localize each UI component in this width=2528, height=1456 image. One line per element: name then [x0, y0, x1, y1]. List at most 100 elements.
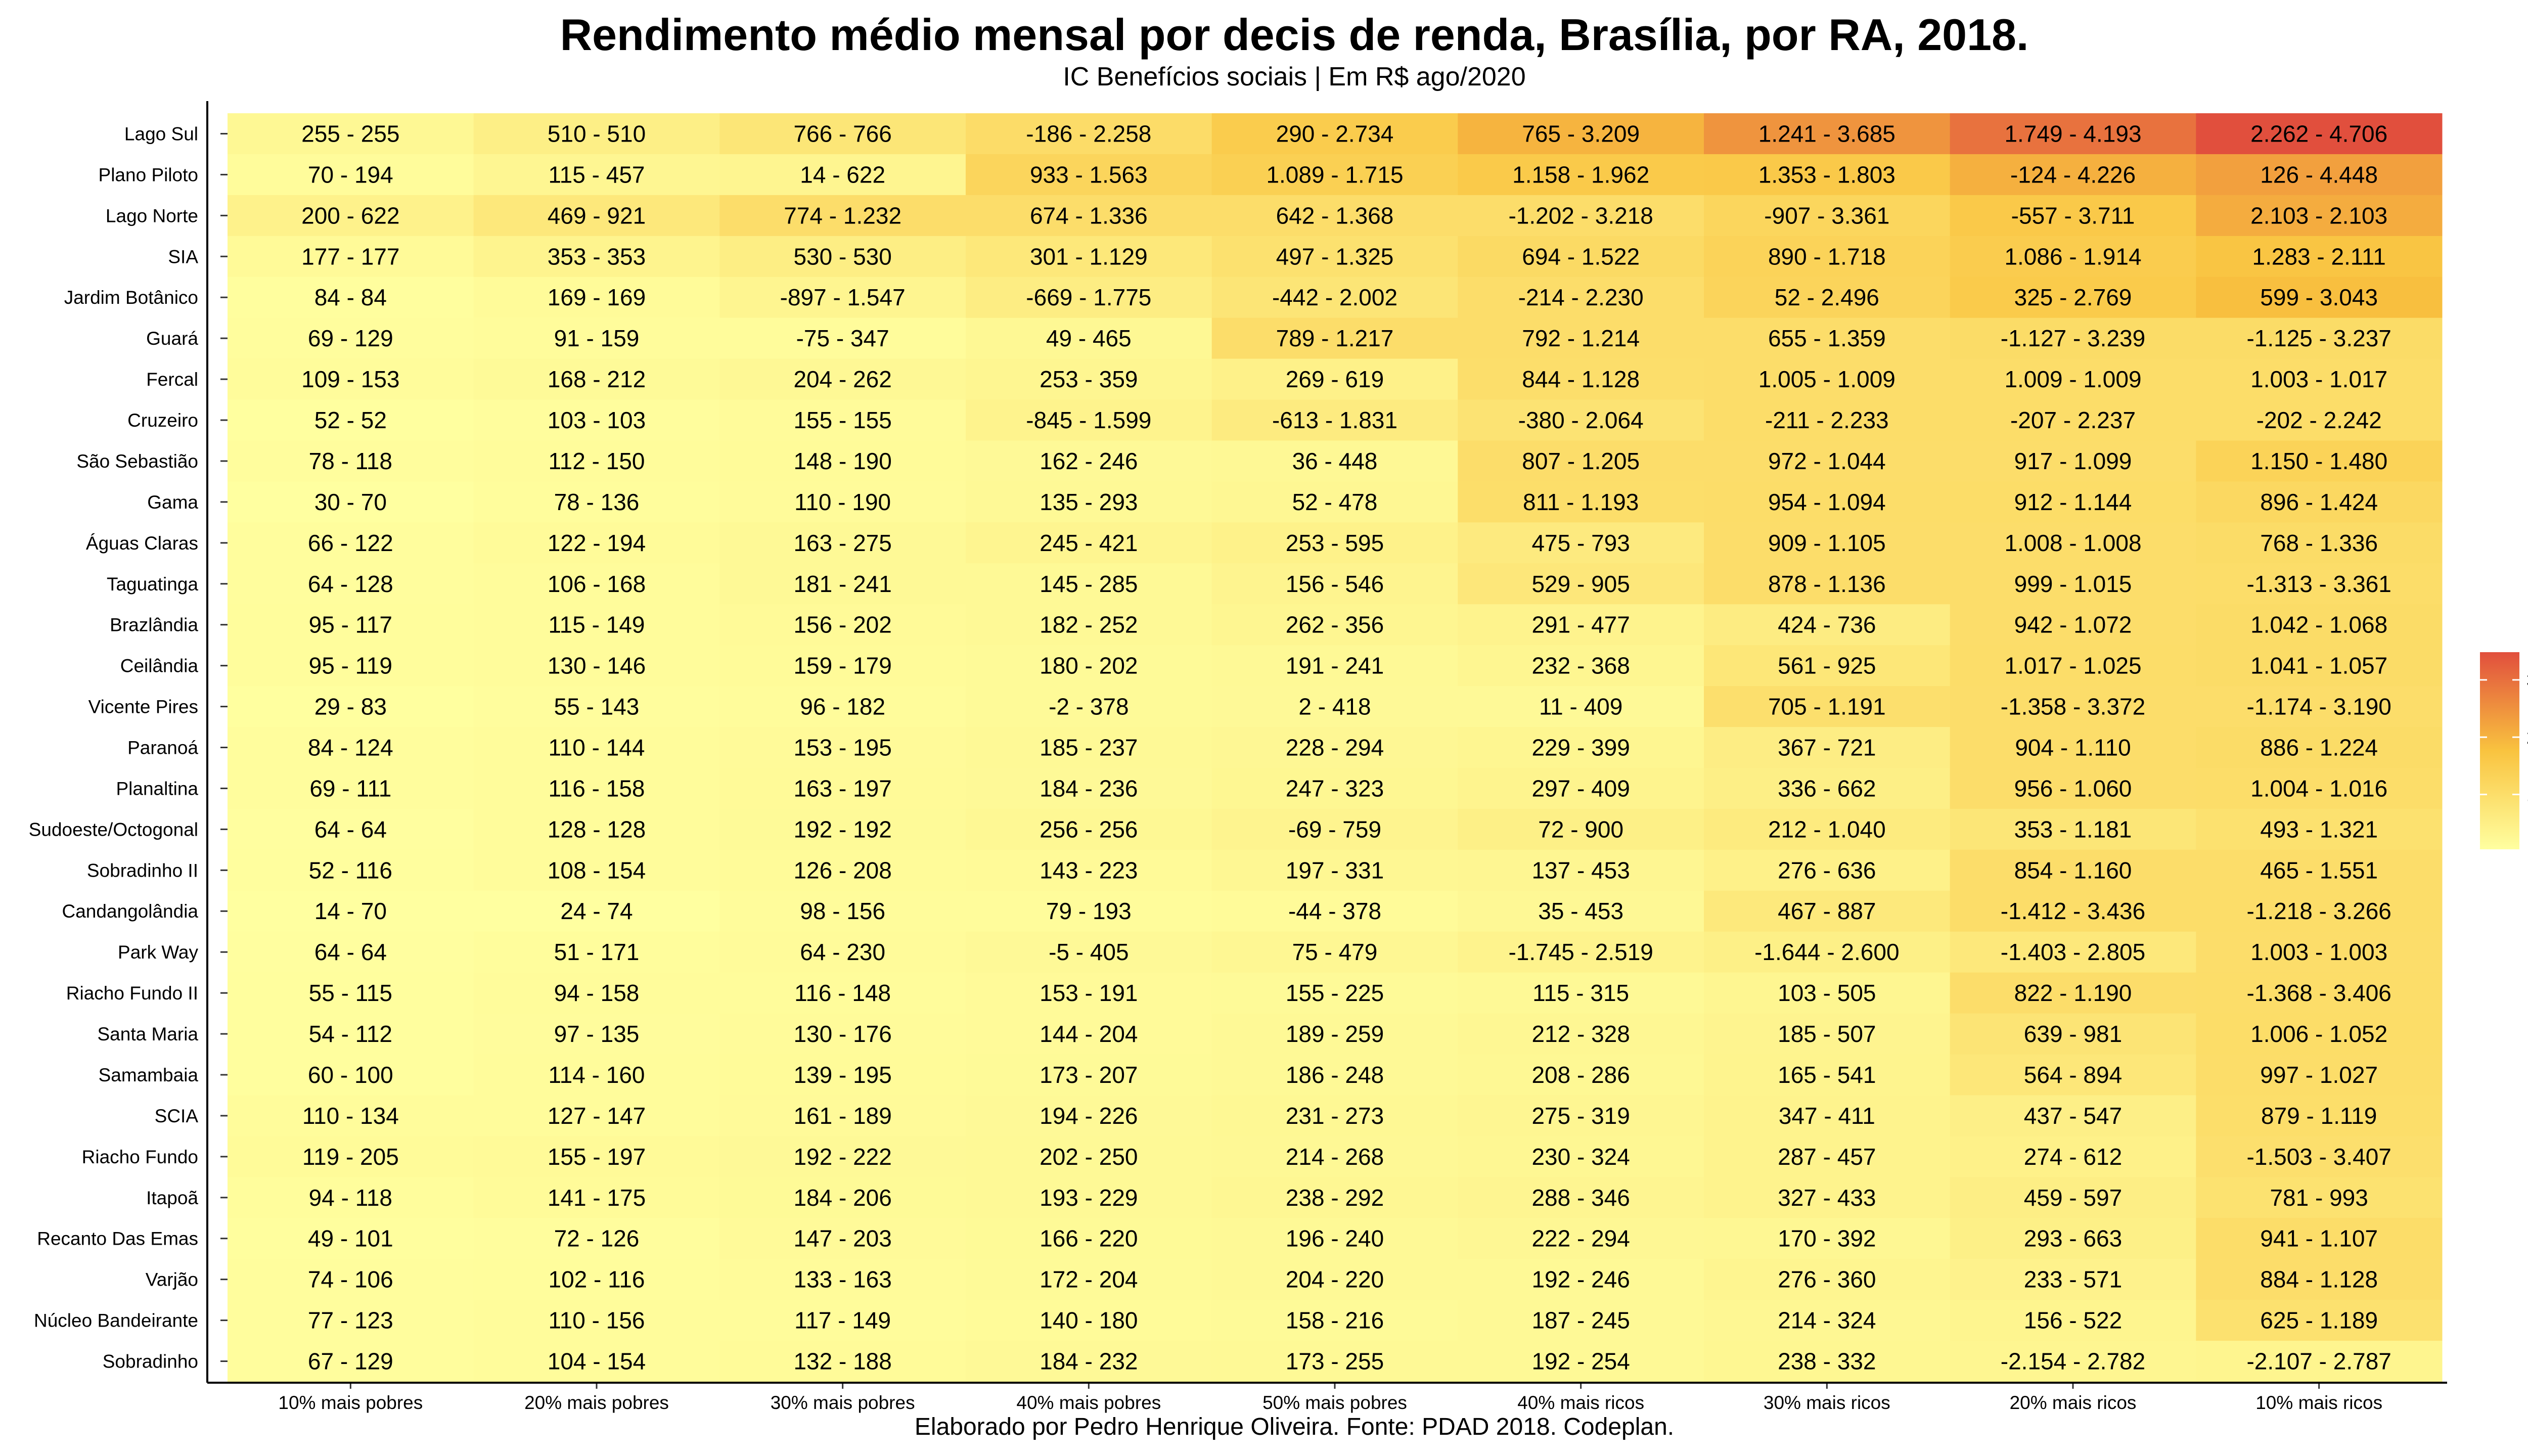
cell-label: 155 - 155	[793, 407, 891, 433]
cell-label: 291 - 477	[1531, 612, 1630, 638]
heatmap-cell	[1704, 686, 1951, 727]
cell-label: 192 - 192	[793, 816, 891, 842]
heatmap-cell	[719, 481, 966, 523]
cell-label: 36 - 448	[1292, 448, 1378, 474]
cell-label: 94 - 118	[309, 1185, 392, 1211]
heatmap-row: 95 - 119 130 - 146 159 - 179 180 - 202 191 -…	[228, 645, 2443, 687]
heatmap-row: 67 - 129 104 - 154 132 - 188 184 - 232 173 -…	[228, 1341, 2443, 1382]
row-label: Candangolândia	[62, 901, 198, 922]
heatmap-cell	[719, 1013, 966, 1055]
heatmap-cell	[1458, 481, 1704, 523]
heatmap-cell	[1211, 236, 1458, 278]
row-label: Park Way	[118, 942, 198, 963]
heatmap-cell	[1704, 645, 1951, 687]
heatmap-cell	[719, 399, 966, 441]
legend-label: 3000	[2526, 670, 2528, 691]
heatmap-cell	[1704, 931, 1951, 973]
cell-label: 173 - 255	[1286, 1348, 1384, 1375]
heatmap-cell	[1950, 358, 2196, 400]
heatmap-row: 78 - 118 112 - 150 148 - 190 162 - 246 36 - …	[228, 440, 2443, 482]
heatmap-cell	[966, 154, 1212, 196]
cell-label: 245 - 421	[1040, 530, 1138, 556]
cell-label: 353 - 353	[548, 243, 646, 269]
heatmap-cell	[228, 195, 474, 237]
heatmap-cell	[228, 481, 474, 523]
cell-label: -186 - 2.258	[1026, 120, 1151, 147]
heatmap-cell	[2196, 440, 2443, 482]
heatmap-cell	[1950, 1054, 2196, 1096]
heatmap-cell	[966, 1095, 1212, 1136]
row-label: Cruzeiro	[127, 410, 198, 431]
cell-label: 232 - 368	[1531, 653, 1630, 679]
cell-label: 297 - 409	[1531, 775, 1630, 801]
heatmap-cell	[719, 1095, 966, 1136]
row-label: Riacho Fundo	[82, 1147, 198, 1167]
heatmap-cell	[1211, 563, 1458, 605]
heatmap-cell	[1211, 1136, 1458, 1177]
cell-label: 231 - 273	[1286, 1103, 1384, 1129]
heatmap-cell	[1704, 1095, 1951, 1136]
heatmap-cell	[1211, 604, 1458, 646]
row-label: Samambaia	[99, 1065, 199, 1085]
cell-label: 475 - 793	[1531, 530, 1630, 556]
heatmap-cell	[1950, 440, 2196, 482]
cell-label: 822 - 1.190	[2014, 980, 2132, 1006]
heatmap-cell	[719, 604, 966, 646]
heatmap-cell	[2196, 645, 2443, 687]
heatmap-cell	[1458, 195, 1704, 237]
cell-label: 327 - 433	[1778, 1185, 1876, 1211]
heatmap-cell	[966, 727, 1212, 768]
heatmap-cell	[1211, 1300, 1458, 1341]
cell-label: 97 - 135	[554, 1021, 640, 1047]
heatmap-cell	[1458, 1177, 1704, 1218]
heatmap-cell	[1458, 1013, 1704, 1055]
heatmap-cell	[2196, 1341, 2443, 1382]
cell-label: 14 - 70	[314, 898, 387, 924]
row-label: Vicente Pires	[88, 697, 198, 717]
cell-label: 115 - 315	[1532, 980, 1629, 1006]
heatmap-row: 200 - 622 469 - 921 774 - 1.232 674 - 1.336…	[228, 195, 2443, 237]
cell-label: 98 - 156	[800, 898, 885, 924]
cell-label: 293 - 663	[2024, 1225, 2122, 1252]
heatmap-cell	[719, 1341, 966, 1382]
cell-label: 147 - 203	[793, 1225, 891, 1252]
heatmap-cell	[473, 645, 720, 687]
cell-label: 807 - 1.205	[1522, 448, 1640, 474]
cell-label: 197 - 331	[1286, 857, 1384, 883]
heatmap-cell	[1211, 154, 1458, 196]
heatmap-cell	[2196, 1259, 2443, 1300]
cell-label: -1.412 - 3.436	[2001, 898, 2145, 924]
legend-label: 1000	[2526, 784, 2528, 805]
cell-label: 106 - 168	[548, 571, 646, 597]
heatmap-cell	[1704, 440, 1951, 482]
heatmap-row: 77 - 123 110 - 156 117 - 149 140 - 180 158 -…	[228, 1300, 2443, 1341]
heatmap-cell	[1704, 1341, 1951, 1382]
heatmap-cell	[719, 1300, 966, 1341]
heatmap-cell	[473, 154, 720, 196]
heatmap-cell	[473, 604, 720, 646]
heatmap-row: 119 - 205 155 - 197 192 - 222 202 - 250 214 …	[228, 1136, 2443, 1177]
column-label: 40% mais ricos	[1517, 1392, 1644, 1413]
row-label: SCIA	[155, 1106, 199, 1126]
heatmap-cell	[1950, 645, 2196, 687]
heatmap-cell	[966, 1218, 1212, 1259]
heatmap-cell	[1458, 972, 1704, 1014]
cell-label: 269 - 619	[1286, 366, 1384, 392]
cell-label: -75 - 347	[796, 325, 889, 351]
heatmap-cell	[1211, 1341, 1458, 1382]
heatmap-cell	[719, 686, 966, 727]
heatmap-cell	[1704, 1300, 1951, 1341]
cell-label: 1.017 - 1.025	[2004, 653, 2141, 679]
heatmap-cell	[473, 1054, 720, 1096]
heatmap-cell	[1211, 195, 1458, 237]
heatmap-cell	[1211, 1177, 1458, 1218]
cell-label: -1.202 - 3.218	[1508, 202, 1653, 229]
heatmap-cell	[719, 1054, 966, 1096]
heatmap-cell	[2196, 808, 2443, 850]
cell-label: 879 - 1.119	[2261, 1103, 2377, 1129]
cell-label: 172 - 204	[1040, 1266, 1138, 1293]
cell-label: -907 - 3.361	[1764, 202, 1889, 229]
cell-label: 110 - 144	[549, 735, 645, 761]
heatmap-cell	[966, 604, 1212, 646]
cell-label: 530 - 530	[793, 243, 891, 269]
